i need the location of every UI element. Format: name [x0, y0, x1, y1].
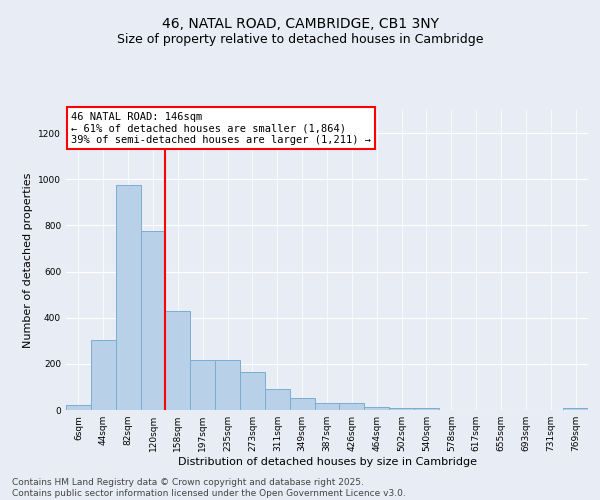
Bar	[314, 402, 340, 410]
Bar	[140, 231, 166, 410]
Bar	[563, 408, 588, 410]
Bar	[66, 405, 91, 410]
Bar	[364, 406, 389, 410]
Bar	[240, 372, 265, 410]
Bar	[190, 360, 215, 410]
Bar	[215, 360, 240, 410]
Bar	[91, 340, 116, 410]
Text: Size of property relative to detached houses in Cambridge: Size of property relative to detached ho…	[117, 32, 483, 46]
Bar	[116, 185, 140, 410]
Bar	[389, 408, 414, 410]
Bar	[414, 408, 439, 410]
Text: 46 NATAL ROAD: 146sqm
← 61% of detached houses are smaller (1,864)
39% of semi-d: 46 NATAL ROAD: 146sqm ← 61% of detached …	[71, 112, 371, 144]
Bar	[340, 402, 364, 410]
Text: 46, NATAL ROAD, CAMBRIDGE, CB1 3NY: 46, NATAL ROAD, CAMBRIDGE, CB1 3NY	[161, 18, 439, 32]
Y-axis label: Number of detached properties: Number of detached properties	[23, 172, 32, 348]
Bar	[265, 389, 290, 410]
X-axis label: Distribution of detached houses by size in Cambridge: Distribution of detached houses by size …	[178, 457, 476, 467]
Text: Contains HM Land Registry data © Crown copyright and database right 2025.
Contai: Contains HM Land Registry data © Crown c…	[12, 478, 406, 498]
Bar	[166, 311, 190, 410]
Bar	[290, 398, 314, 410]
